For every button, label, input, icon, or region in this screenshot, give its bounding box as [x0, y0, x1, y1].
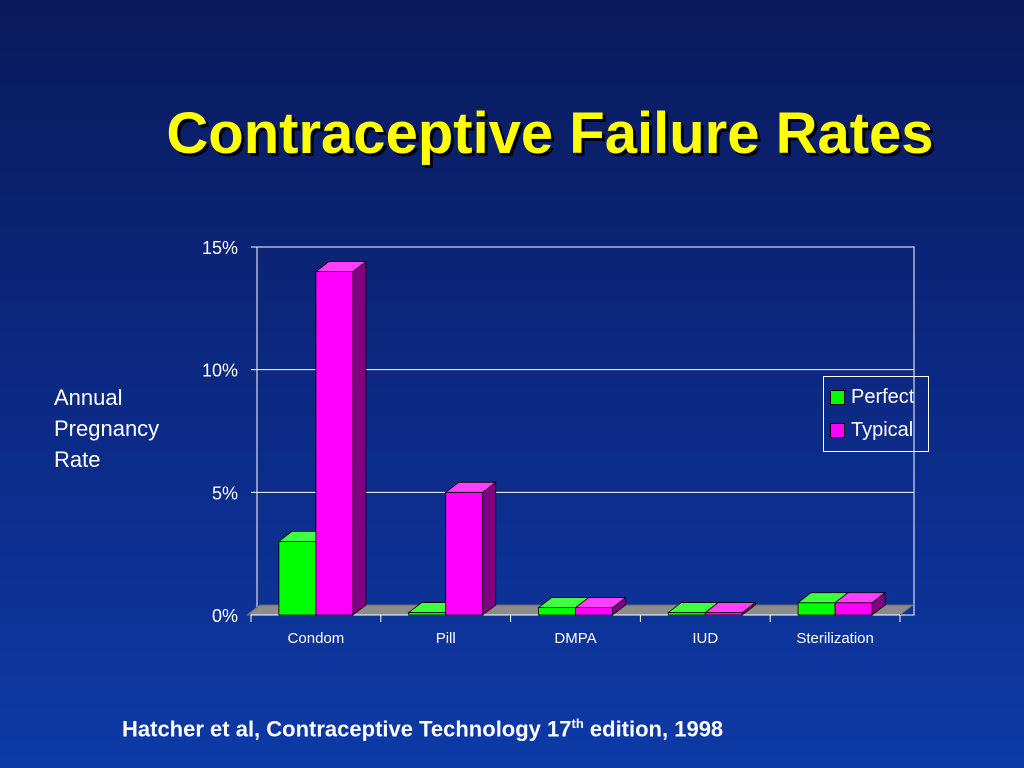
y-tick-label: 15%	[202, 238, 238, 258]
bar-typical-pill	[445, 491, 484, 616]
citation-superscript: th	[571, 716, 584, 731]
bar-typical-dmpa	[575, 607, 613, 616]
x-tick-label: IUD	[692, 630, 718, 647]
y-axis-label-line-2: Pregnancy	[54, 416, 160, 441]
bar-top-typical-sterilization	[833, 592, 887, 604]
y-axis-label-line-3: Rate	[54, 447, 101, 472]
citation-prefix: Hatcher et al, Contraceptive Technology …	[122, 716, 572, 742]
bar-perfect-dmpa	[538, 607, 576, 616]
x-tick-label: Pill	[436, 630, 456, 647]
bar-typical-sterilization	[834, 602, 873, 616]
bar-top-typical-condom	[314, 261, 368, 272]
legend-swatch-perfect	[830, 390, 845, 405]
bar-top-typical-iud	[704, 602, 757, 613]
y-axis-label-line-1: Annual	[54, 385, 123, 410]
bar-side-typical-condom	[352, 260, 367, 616]
citation: Hatcher et al, Contraceptive Technology …	[122, 716, 723, 742]
bar-perfect-condom	[278, 541, 317, 616]
bar-perfect-sterilization	[797, 602, 836, 616]
y-tick-label: 5%	[212, 483, 238, 503]
x-tick-label: Sterilization	[796, 630, 874, 647]
y-tick-label: 10%	[202, 361, 238, 381]
bar-typical-condom	[315, 271, 354, 616]
legend-label-perfect: Perfect	[851, 386, 915, 408]
legend-item-typical: Typical	[830, 414, 922, 447]
y-tick-label: 0%	[212, 606, 238, 626]
slide-title: Contraceptive Failure Rates	[166, 101, 934, 166]
x-tick-label: Condom	[288, 630, 345, 647]
chart-legend: Perfect Typical	[823, 376, 929, 452]
bar-top-typical-dmpa	[574, 597, 627, 609]
legend-item-perfect: Perfect	[830, 381, 922, 414]
bar-side-typical-pill	[482, 481, 497, 616]
bar-top-typical-pill	[444, 481, 497, 493]
y-axis-label: Annual Pregnancy Rate	[54, 382, 159, 475]
x-tick-label: DMPA	[554, 630, 596, 647]
legend-label-typical: Typical	[851, 419, 914, 441]
citation-suffix: edition, 1998	[583, 716, 724, 742]
legend-swatch-typical	[830, 423, 845, 438]
